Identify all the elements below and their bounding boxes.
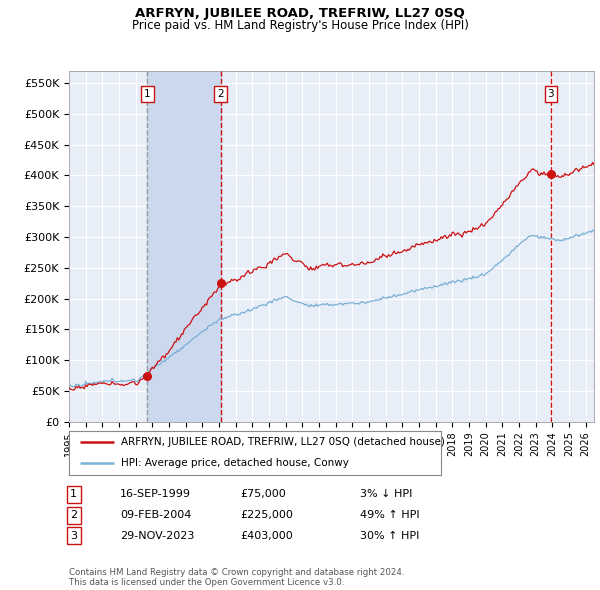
Text: Contains HM Land Registry data © Crown copyright and database right 2024.
This d: Contains HM Land Registry data © Crown c… [69,568,404,587]
Text: 1: 1 [144,88,151,99]
Text: 1: 1 [70,490,77,499]
Text: 09-FEB-2004: 09-FEB-2004 [120,510,191,520]
Text: 2: 2 [70,510,77,520]
Text: £225,000: £225,000 [240,510,293,520]
Text: 2: 2 [217,88,224,99]
Text: ARFRYN, JUBILEE ROAD, TREFRIW, LL27 0SQ (detached house): ARFRYN, JUBILEE ROAD, TREFRIW, LL27 0SQ … [121,437,445,447]
Text: HPI: Average price, detached house, Conwy: HPI: Average price, detached house, Conw… [121,458,349,468]
Text: 49% ↑ HPI: 49% ↑ HPI [360,510,419,520]
Text: 29-NOV-2023: 29-NOV-2023 [120,531,194,540]
Text: £75,000: £75,000 [240,490,286,499]
Text: 3: 3 [70,531,77,540]
Text: Price paid vs. HM Land Registry's House Price Index (HPI): Price paid vs. HM Land Registry's House … [131,19,469,32]
Text: £403,000: £403,000 [240,531,293,540]
Text: 3: 3 [548,88,554,99]
Text: 16-SEP-1999: 16-SEP-1999 [120,490,191,499]
Text: 3% ↓ HPI: 3% ↓ HPI [360,490,412,499]
Bar [148,71,221,422]
Text: ARFRYN, JUBILEE ROAD, TREFRIW, LL27 0SQ: ARFRYN, JUBILEE ROAD, TREFRIW, LL27 0SQ [135,7,465,20]
Text: 30% ↑ HPI: 30% ↑ HPI [360,531,419,540]
